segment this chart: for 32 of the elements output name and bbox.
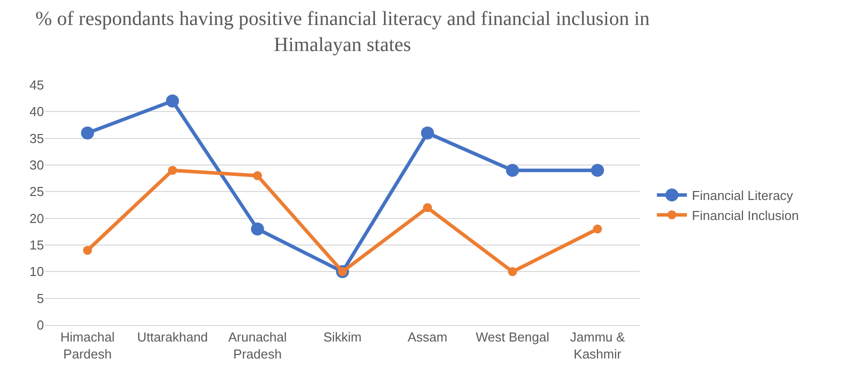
chart-title: % of respondants having positive financial literacy and financial inclusion in Himalayan states bbox=[35, 8, 650, 56]
x-tick-label: Jammu & Kashmir bbox=[570, 330, 626, 362]
y-tick-label: 20 bbox=[30, 210, 44, 226]
y-tick-label: 0 bbox=[36, 318, 44, 333]
y-tick-label: 45 bbox=[30, 78, 44, 93]
x-tick-label: Uttarakhand bbox=[137, 330, 208, 345]
x-tick-label: Himachal Pardesh bbox=[60, 330, 115, 362]
point bbox=[168, 166, 177, 175]
point bbox=[421, 126, 434, 140]
point bbox=[81, 126, 94, 140]
y-tick-label: 40 bbox=[30, 104, 44, 120]
point bbox=[83, 246, 92, 255]
point bbox=[593, 224, 602, 234]
point bbox=[166, 94, 179, 108]
y-tick-label: 35 bbox=[30, 130, 44, 146]
legend-label: Financial Literacy bbox=[692, 188, 794, 204]
x-tick-label: Arunachal Pradesh bbox=[228, 330, 287, 362]
point bbox=[591, 164, 604, 177]
legend-label: Financial Inclusion bbox=[692, 208, 799, 223]
y-tick-label: 30 bbox=[30, 158, 44, 173]
y-tick-label: 15 bbox=[30, 238, 44, 253]
x-tick-label: Sikkim bbox=[323, 330, 362, 345]
x-tick-label: Assam bbox=[408, 330, 448, 345]
point bbox=[508, 267, 517, 276]
y-tick-label: 25 bbox=[30, 184, 44, 200]
point bbox=[423, 203, 432, 212]
point bbox=[251, 222, 264, 236]
point bbox=[506, 164, 519, 177]
x-tick-label: West Bengal bbox=[476, 330, 550, 345]
y-tick-label: 5 bbox=[36, 290, 44, 306]
point bbox=[253, 171, 262, 180]
y-tick-label: 10 bbox=[30, 264, 44, 280]
